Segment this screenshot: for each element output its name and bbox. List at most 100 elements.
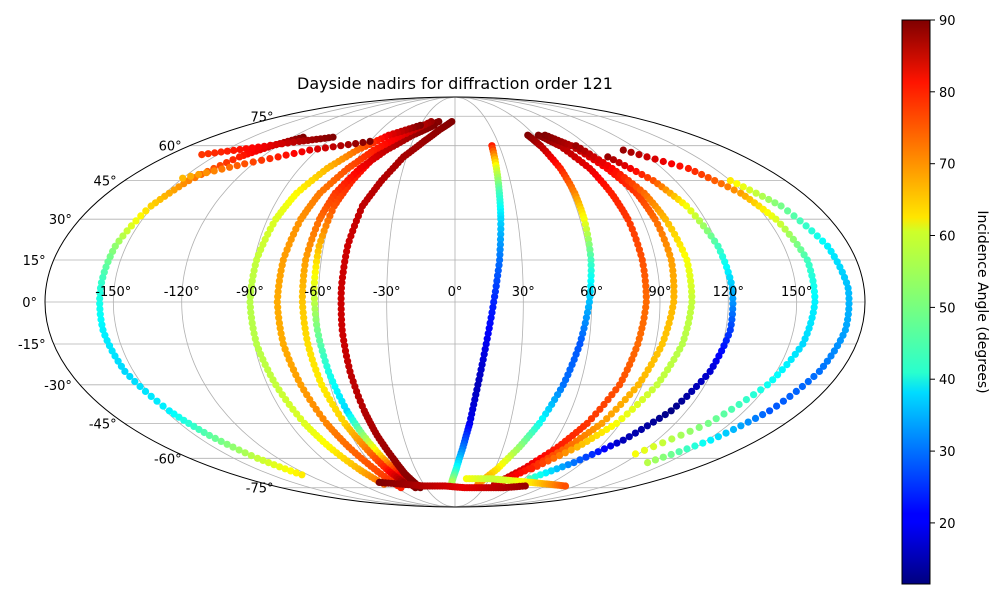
data-point — [259, 456, 267, 464]
data-point — [643, 153, 651, 161]
data-point — [728, 315, 736, 324]
chart-title: Dayside nadirs for diffraction order 121 — [297, 74, 613, 93]
data-point — [632, 167, 640, 176]
data-point — [587, 272, 595, 280]
data-point — [655, 414, 664, 422]
data-point — [287, 467, 295, 475]
data-point — [495, 261, 503, 269]
data-point — [823, 357, 832, 365]
data-point — [729, 300, 737, 308]
data-point — [691, 167, 699, 176]
data-point — [295, 137, 303, 145]
data-point — [311, 268, 319, 276]
data-point — [609, 156, 618, 164]
data-point — [337, 142, 345, 150]
data-point — [683, 445, 691, 453]
data-point — [608, 391, 616, 399]
data-point — [586, 287, 594, 296]
data-point — [366, 137, 374, 145]
data-point — [613, 439, 621, 447]
data-point — [528, 465, 536, 473]
data-point — [123, 227, 131, 235]
data-point — [587, 277, 595, 285]
data-point — [96, 284, 105, 292]
lat-tick-label: 15° — [23, 254, 46, 269]
data-point — [799, 340, 807, 348]
lon-tick-label: -30° — [373, 285, 401, 300]
data-point — [757, 386, 765, 394]
data-point — [626, 164, 635, 173]
data-point — [688, 387, 696, 395]
lon-tick-label: 0° — [448, 285, 463, 300]
data-point — [686, 308, 695, 317]
data-point — [198, 151, 206, 159]
data-point — [793, 240, 801, 249]
data-point — [742, 396, 751, 404]
data-point — [778, 366, 786, 374]
data-point — [638, 396, 647, 404]
colorbar-tick-label: 60 — [939, 230, 956, 245]
data-point — [311, 300, 319, 308]
data-point — [630, 386, 638, 394]
data-point — [600, 445, 609, 453]
data-point — [147, 392, 155, 400]
data-point — [137, 212, 145, 220]
data-point — [703, 227, 712, 235]
data-point — [631, 429, 640, 437]
data-point — [633, 400, 642, 409]
colorbar-tick-label: 80 — [939, 86, 956, 101]
data-point — [117, 362, 125, 370]
data-point — [688, 293, 696, 301]
data-point — [114, 357, 122, 365]
data-point — [298, 471, 306, 479]
data-point — [299, 303, 307, 311]
data-point — [588, 450, 596, 459]
data-point — [651, 456, 660, 464]
data-point — [248, 277, 256, 285]
data-point — [587, 266, 595, 275]
data-point — [132, 217, 140, 225]
data-point — [270, 461, 278, 469]
data-point — [650, 443, 658, 451]
data-point — [210, 167, 218, 175]
data-point — [274, 308, 282, 317]
data-point — [737, 422, 745, 430]
colorbar-gradient — [901, 19, 931, 585]
data-point — [338, 321, 346, 329]
data-point — [290, 138, 298, 146]
data-point — [338, 279, 346, 287]
data-point — [653, 381, 661, 389]
data-point — [300, 314, 308, 322]
data-point — [796, 217, 804, 225]
data-point — [311, 305, 319, 313]
data-point — [300, 272, 308, 280]
data-point — [604, 153, 612, 161]
lat-tick-label: -30° — [44, 379, 72, 394]
data-point — [619, 146, 627, 154]
data-point — [587, 415, 596, 423]
data-point — [493, 277, 501, 285]
data-point — [657, 376, 665, 384]
data-point — [260, 142, 268, 150]
data-point — [229, 156, 237, 164]
data-point — [247, 287, 255, 296]
data-point — [603, 415, 611, 423]
data-point — [246, 298, 254, 306]
data-point — [298, 298, 306, 306]
data-point — [699, 439, 707, 447]
data-point — [675, 448, 683, 456]
colorbar: 20 30 40 50 60 70 80 90 Incidence Angle (degree… — [901, 14, 990, 585]
data-point — [810, 287, 819, 296]
data-point — [596, 405, 604, 413]
data-point — [687, 282, 695, 290]
data-point — [274, 153, 282, 161]
data-point — [785, 230, 793, 238]
data-point — [815, 367, 824, 375]
data-point — [272, 141, 280, 149]
data-point — [496, 256, 504, 264]
data-point — [306, 146, 314, 154]
data-point — [637, 425, 646, 434]
data-point — [798, 382, 807, 391]
data-point — [625, 433, 633, 441]
